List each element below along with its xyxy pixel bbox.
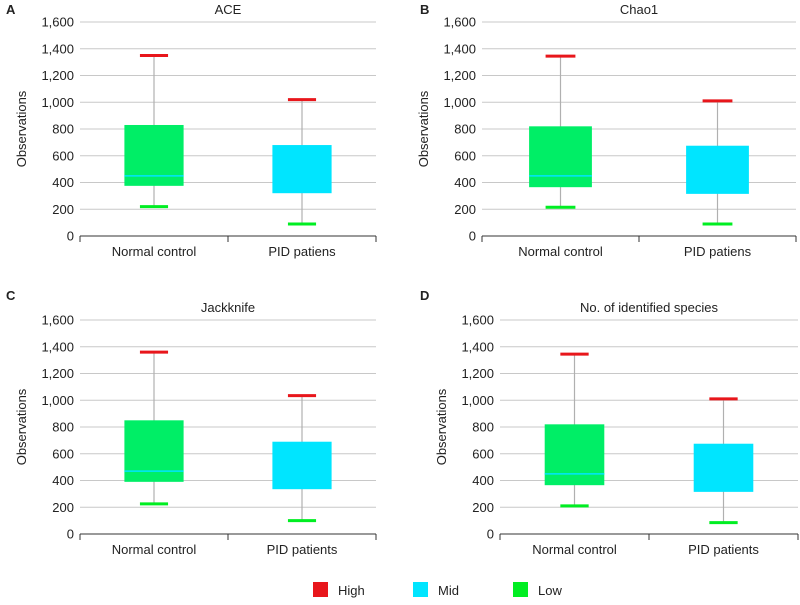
x-tick-label: Normal control [518, 244, 603, 259]
y-tick-label: 1,400 [461, 339, 494, 354]
y-tick-label: 1,000 [443, 95, 476, 110]
y-tick-label: 800 [52, 420, 74, 435]
x-tick-label: Normal control [532, 542, 617, 557]
box [529, 126, 592, 188]
x-tick-label: Normal control [112, 244, 197, 259]
panel-title: ACE [215, 2, 242, 17]
box [686, 145, 749, 194]
y-tick-label: 200 [52, 500, 74, 515]
y-axis-label: Observations [14, 388, 29, 465]
y-tick-label: 1,200 [41, 68, 74, 83]
panel-d: D No. of identified species 0 200 400 600 800 1… [420, 288, 799, 557]
y-tick-label: 1,000 [41, 393, 74, 408]
panel-title: No. of identified species [580, 300, 719, 315]
y-tick-label: 1,600 [443, 15, 476, 30]
legend-swatch [413, 582, 428, 597]
y-tick-label: 600 [52, 446, 74, 461]
legend-item-low: Low [513, 582, 562, 598]
x-tick-label: PID patients [267, 542, 338, 557]
box [544, 424, 605, 486]
box [272, 441, 332, 490]
y-tick-label: 1,200 [443, 68, 476, 83]
box [124, 420, 184, 482]
y-tick-label: 0 [487, 527, 494, 542]
y-tick-label: 0 [469, 229, 476, 244]
y-axis-label: Observations [14, 90, 29, 167]
y-tick-label: 400 [472, 473, 494, 488]
y-tick-label: 0 [67, 229, 74, 244]
legend-item-mid: Mid [413, 582, 459, 598]
y-tick-label: 1,200 [461, 366, 494, 381]
y-tick-label: 400 [454, 175, 476, 190]
panel-label: D [420, 288, 429, 303]
y-tick-label: 800 [472, 420, 494, 435]
panel-b: B Chao1 0 200 400 600 800 1,000 1,200 1,400 1,600 O… [416, 2, 797, 259]
y-axis-label: Observations [434, 388, 449, 465]
x-tick-label: PID patiens [684, 244, 752, 259]
box [272, 145, 332, 194]
box [124, 124, 184, 186]
legend-item-high: High [313, 582, 365, 598]
panel-label: B [420, 2, 429, 17]
y-tick-label: 800 [454, 122, 476, 137]
panel-label: C [6, 288, 16, 303]
y-axis-label: Observations [416, 90, 431, 167]
y-tick-label: 0 [67, 527, 74, 542]
y-tick-label: 1,000 [41, 95, 74, 110]
panel-a: A ACE 0 200 400 600 800 1,000 1,200 1,400 1,600 Obs… [6, 2, 377, 259]
legend-swatch [513, 582, 528, 597]
y-tick-label: 200 [472, 500, 494, 515]
x-tick-label: PID patiens [268, 244, 336, 259]
y-tick-label: 1,600 [41, 15, 74, 30]
panel-title: Chao1 [620, 2, 658, 17]
y-tick-label: 600 [52, 148, 74, 163]
legend-label: Low [538, 583, 562, 598]
legend-label: High [338, 583, 365, 598]
legend-label: Mid [438, 583, 459, 598]
y-tick-label: 400 [52, 473, 74, 488]
y-tick-label: 400 [52, 175, 74, 190]
y-tick-label: 200 [454, 202, 476, 217]
y-tick-label: 1,400 [443, 41, 476, 56]
panel-title: Jackknife [201, 300, 255, 315]
y-tick-label: 1,600 [461, 313, 494, 328]
y-tick-label: 1,000 [461, 393, 494, 408]
x-tick-label: Normal control [112, 542, 197, 557]
y-tick-label: 1,400 [41, 41, 74, 56]
x-tick-label: PID patients [688, 542, 759, 557]
y-tick-label: 600 [454, 148, 476, 163]
box [693, 443, 754, 492]
y-tick-label: 200 [52, 202, 74, 217]
y-tick-label: 800 [52, 122, 74, 137]
y-tick-label: 1,400 [41, 339, 74, 354]
panel-c: C Jackknife 0 200 400 600 800 1,000 1,200 1,400 1,… [6, 288, 377, 557]
y-tick-label: 1,200 [41, 366, 74, 381]
y-tick-label: 1,600 [41, 313, 74, 328]
panel-label: A [6, 2, 16, 17]
legend: High Mid Low [313, 582, 562, 598]
y-tick-label: 600 [472, 446, 494, 461]
legend-swatch [313, 582, 328, 597]
